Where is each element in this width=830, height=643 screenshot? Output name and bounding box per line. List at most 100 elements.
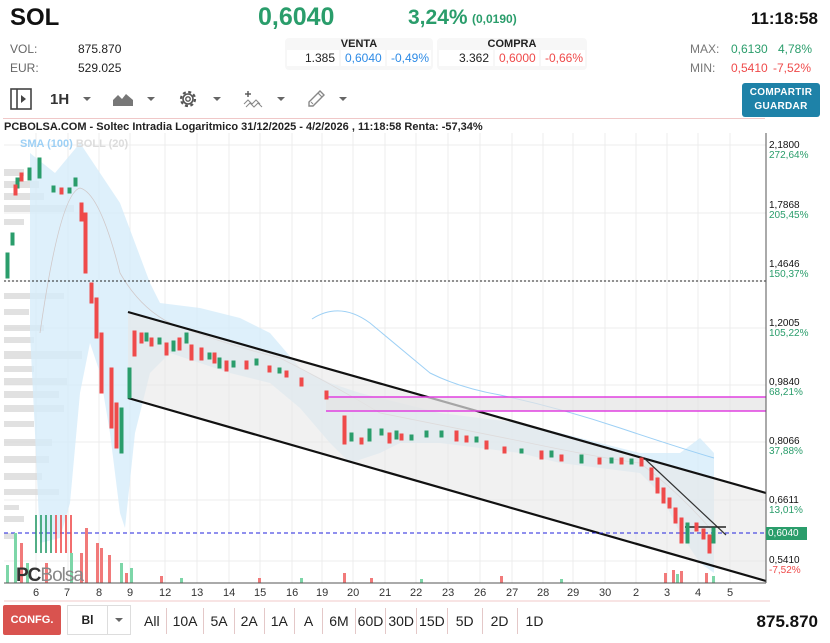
change-absolute: (0,0190)	[472, 12, 517, 26]
indicators-icon	[243, 91, 263, 108]
compra-title: COMPRA	[487, 38, 537, 50]
chart-title: PCBOLSA.COM - Soltec Intradia Logaritmic…	[4, 121, 483, 133]
venta-qty: 1.385	[287, 50, 339, 66]
indicator-legend: SMA (100) BOLL (20)	[20, 138, 128, 150]
range-10a[interactable]: 10A	[167, 608, 205, 634]
range-5d[interactable]: 5D	[448, 608, 483, 634]
x-tick: 4	[695, 587, 702, 599]
boll-indicator-label[interactable]: BOLL (20)	[75, 138, 129, 150]
config-button[interactable]: CONFG.	[3, 605, 61, 635]
volume-value: 875.870	[78, 42, 122, 56]
settings-dropdown[interactable]	[163, 84, 229, 114]
chart-top-border	[3, 118, 765, 119]
x-tick: 20	[347, 587, 360, 599]
sma-100-line	[311, 310, 715, 459]
x-tick: 26	[474, 587, 487, 599]
y-tick-0-8066: 0,8066 37,88%	[769, 436, 803, 457]
eur-value: 529.025	[78, 61, 122, 75]
short-trendline	[644, 458, 727, 536]
price-chart[interactable]	[0, 133, 830, 603]
range-a[interactable]: A	[295, 608, 324, 634]
range-2d[interactable]: 2D	[483, 608, 518, 634]
x-tick: 3	[664, 587, 671, 599]
x-tick: 15	[254, 587, 267, 599]
chevron-down-icon	[213, 97, 222, 101]
channel-lower-line	[127, 396, 767, 583]
range-5a[interactable]: 5A	[204, 608, 235, 634]
last-update-time: 11:18:58	[750, 9, 818, 28]
x-tick: 28	[537, 587, 550, 599]
range-6m[interactable]: 6M	[323, 608, 356, 634]
share-save-button[interactable]: COMPARTIR GUARDAR	[742, 83, 820, 117]
indicators-dropdown[interactable]	[229, 84, 293, 114]
x-tick: 5	[727, 587, 734, 599]
save-label: GUARDAR	[754, 101, 808, 112]
bollinger-band	[30, 143, 714, 573]
y-tick-0-9840: 0,9840 68,21%	[769, 377, 803, 398]
interval-value: 1H	[50, 90, 70, 108]
chevron-down-icon	[115, 618, 123, 622]
range-selector: All 10A 5A 2A 1A A 6M 60D 30D 15D 5D 2D …	[138, 608, 551, 634]
x-tick: 19	[316, 587, 329, 599]
interval-dropdown[interactable]: 1H	[36, 84, 99, 114]
range-30d[interactable]: 30D	[386, 608, 418, 634]
x-tick: 7	[64, 587, 71, 599]
chevron-down-icon	[339, 97, 348, 101]
chart-toolbar: 1H	[6, 84, 355, 114]
series-select-value: Bl	[68, 606, 108, 634]
sidebar-toggle-icon	[10, 88, 32, 110]
share-label: COMPARTIR	[749, 87, 813, 98]
eur-label: EUR:	[10, 61, 39, 75]
compra-price: 0,6000	[495, 50, 539, 66]
candles	[5, 157, 716, 554]
range-all[interactable]: All	[138, 608, 167, 634]
x-tick: 12	[159, 587, 172, 599]
current-price-tag-bg	[766, 527, 807, 540]
current-price-tag: 0,6040	[768, 528, 799, 539]
venta-title: VENTA	[340, 38, 378, 50]
gear-icon	[180, 90, 197, 108]
channel-fill	[128, 313, 766, 581]
x-tick: 8	[96, 587, 103, 599]
chevron-down-icon	[147, 97, 156, 101]
max-value: 0,6130	[731, 42, 768, 56]
pcbolsa-watermark-text: PCBolsa	[16, 565, 84, 586]
change-percent: 3,24%	[408, 6, 468, 29]
y-tick-1-7868: 1,7868 205,45%	[769, 200, 809, 221]
chevron-down-icon	[277, 97, 286, 101]
range-1a[interactable]: 1A	[265, 608, 295, 634]
chart-type-dropdown[interactable]	[99, 84, 163, 114]
y-tick-0-6611: 0,6611 13,01%	[769, 495, 803, 516]
compra-box: COMPRA 3.362 0,6000 -0,66%	[437, 38, 587, 70]
sidebar-toggle-button[interactable]	[6, 84, 36, 114]
venta-pct: -0,49%	[387, 50, 431, 66]
min-label: MIN:	[690, 61, 716, 75]
x-tick: 2	[633, 587, 640, 599]
y-tick-1-4646: 1,4646 150,37%	[769, 259, 809, 280]
venta-box: VENTA 1.385 0,6040 -0,49%	[285, 38, 433, 70]
x-tick: 9	[127, 587, 134, 599]
x-tick: 30	[599, 587, 612, 599]
x-tick: 13	[191, 587, 204, 599]
venta-price: 0,6040	[341, 50, 385, 66]
x-tick: 22	[410, 587, 423, 599]
max-label: MAX:	[690, 42, 720, 56]
volume-bars	[6, 528, 715, 583]
series-select[interactable]: Bl	[67, 605, 131, 635]
ticker-symbol: SOL	[10, 4, 60, 31]
x-tick: 27	[506, 587, 519, 599]
x-tick: 14	[223, 587, 236, 599]
compra-pct: -0,66%	[541, 50, 585, 66]
compra-qty: 3.362	[439, 50, 493, 66]
x-tick: 23	[442, 587, 455, 599]
pcbolsa-watermark	[35, 515, 72, 553]
range-1d[interactable]: 1D	[525, 613, 544, 629]
range-60d[interactable]: 60D	[356, 608, 387, 634]
drawing-tools-dropdown[interactable]	[293, 84, 355, 114]
chart-type-icon	[113, 94, 134, 106]
drawing-pencil-icon	[308, 90, 326, 107]
min-value: 0,5410	[731, 61, 768, 75]
range-2a[interactable]: 2A	[235, 608, 265, 634]
sma-indicator-label[interactable]: SMA (100)	[20, 138, 73, 150]
range-15d[interactable]: 15D	[417, 608, 448, 634]
